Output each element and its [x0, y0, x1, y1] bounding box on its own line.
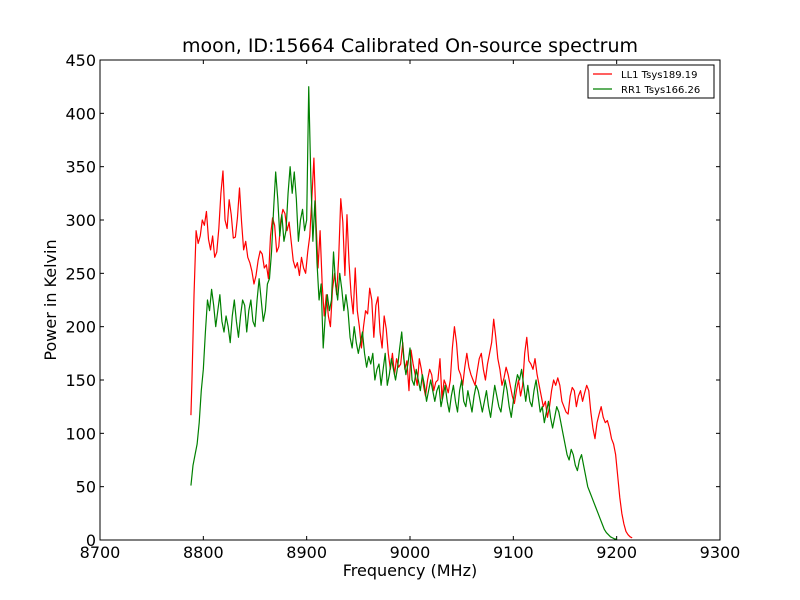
legend-box	[587, 64, 715, 99]
chart-title: moon, ID:15664 Calibrated On-source spec…	[182, 35, 638, 57]
x-tick-label: 9100	[493, 543, 534, 562]
y-tick-label: 250	[65, 264, 96, 283]
y-axis-label: Power in Kelvin	[41, 239, 60, 360]
x-tick-label: 9000	[390, 543, 431, 562]
y-tick-label: 300	[65, 211, 96, 230]
series-layer	[190, 86, 633, 540]
y-tick-label: 400	[65, 104, 96, 123]
plot-area-frame	[99, 59, 721, 541]
series-line-ll1	[190, 157, 633, 539]
x-tick-label: 8800	[183, 543, 224, 562]
series-line-rr1	[190, 86, 617, 540]
y-tick-label: 350	[65, 158, 96, 177]
y-tick-label: 0	[86, 531, 96, 550]
y-tick-label: 200	[65, 318, 96, 337]
y-tick-label: 50	[76, 478, 96, 497]
y-tick-label: 150	[65, 371, 96, 390]
y-axis-ticks: 0 50 100 150 200 250 300 350 400 450	[65, 51, 720, 550]
legend: LL1 Tsys189.19 RR1 Tsys166.26	[587, 64, 715, 99]
y-tick-label: 100	[65, 424, 96, 443]
x-axis-ticks: 8700 8800 8900 9000 9100 9200 9300	[80, 60, 741, 562]
legend-label-rr1: RR1 Tsys166.26	[621, 85, 700, 96]
x-tick-label: 8900	[286, 543, 327, 562]
x-tick-label: 9300	[700, 543, 741, 562]
x-tick-label: 9200	[596, 543, 637, 562]
y-tick-label: 450	[65, 51, 96, 70]
legend-label-ll1: LL1 Tsys189.19	[621, 70, 697, 81]
x-axis-label: Frequency (MHz)	[343, 561, 477, 580]
x-tick-label: 8700	[80, 543, 121, 562]
